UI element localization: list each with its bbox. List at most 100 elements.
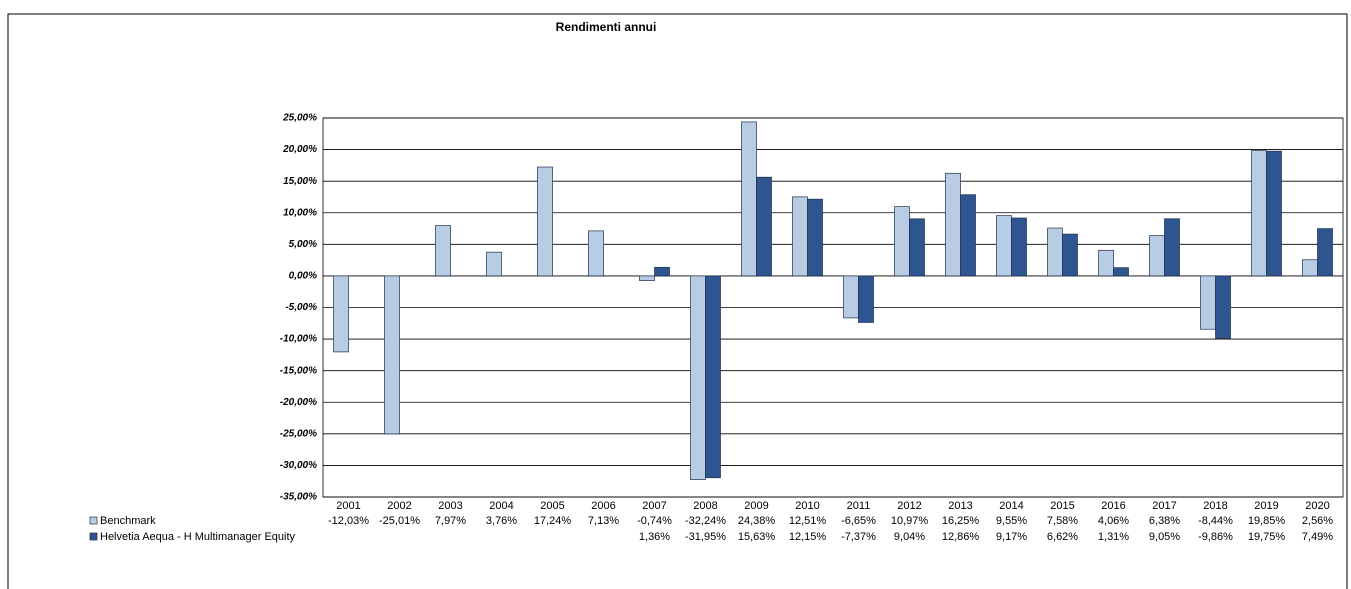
data-label: 17,24% — [534, 515, 572, 527]
data-label: -0,74% — [637, 515, 672, 527]
data-label: 9,05% — [1149, 531, 1180, 543]
x-tick-label: 2020 — [1305, 500, 1329, 512]
legend-swatch — [89, 516, 98, 525]
bar — [1266, 150, 1282, 277]
bar — [1047, 227, 1063, 277]
data-label: 12,51% — [789, 515, 827, 527]
bar — [486, 251, 502, 277]
x-tick-label: 2008 — [693, 500, 717, 512]
data-label: -7,37% — [841, 531, 876, 543]
x-tick-label: 2012 — [897, 500, 921, 512]
data-label: 4,06% — [1098, 515, 1129, 527]
y-tick-label: -25,00% — [280, 428, 317, 439]
y-tick-label: -10,00% — [280, 334, 317, 345]
legend-label: Benchmark — [100, 515, 156, 527]
data-label: -31,95% — [685, 531, 726, 543]
y-tick-label: 15,00% — [283, 176, 317, 187]
bar — [843, 275, 859, 319]
data-label: 10,97% — [891, 515, 929, 527]
y-tick-label: 5,00% — [289, 239, 317, 250]
x-tick-label: 2001 — [336, 500, 360, 512]
data-label: -9,86% — [1198, 531, 1233, 543]
bar — [1200, 275, 1216, 330]
data-label: 3,76% — [486, 515, 517, 527]
bar — [909, 218, 925, 277]
chart-frame — [7, 13, 1348, 589]
data-label: 2,56% — [1302, 515, 1333, 527]
x-tick-label: 2009 — [744, 500, 768, 512]
bar — [756, 176, 772, 277]
data-label: 6,62% — [1047, 531, 1078, 543]
bar — [1317, 228, 1333, 277]
data-label: 7,97% — [435, 515, 466, 527]
bar — [1011, 217, 1027, 277]
bar — [1113, 267, 1129, 277]
data-label: 16,25% — [942, 515, 980, 527]
bar — [1149, 235, 1165, 277]
bar — [1098, 249, 1114, 277]
bar — [384, 275, 400, 435]
bar — [996, 215, 1012, 277]
x-tick-label: 2002 — [387, 500, 411, 512]
bar — [588, 230, 604, 277]
x-tick-label: 2015 — [1050, 500, 1074, 512]
legend-label: Helvetia Aequa - H Multimanager Equity — [100, 531, 296, 543]
data-label: 19,85% — [1248, 515, 1286, 527]
x-tick-label: 2017 — [1152, 500, 1176, 512]
bar — [894, 206, 910, 277]
data-label: 24,38% — [738, 515, 776, 527]
y-tick-label: -30,00% — [280, 460, 317, 471]
x-tick-label: 2019 — [1254, 500, 1278, 512]
bar — [1215, 275, 1231, 339]
x-tick-label: 2016 — [1101, 500, 1125, 512]
y-tick-label: 0,00% — [289, 271, 317, 282]
bar — [639, 275, 655, 281]
data-label: -32,24% — [685, 515, 726, 527]
data-label: 7,49% — [1302, 531, 1333, 543]
x-tick-label: 2014 — [999, 500, 1023, 512]
data-label: 9,04% — [894, 531, 925, 543]
data-label: 15,63% — [738, 531, 776, 543]
bar — [1164, 218, 1180, 277]
bar — [741, 121, 757, 277]
bar — [792, 196, 808, 277]
bar — [1062, 233, 1078, 277]
data-label: 6,38% — [1149, 515, 1180, 527]
data-label: 12,86% — [942, 531, 980, 543]
x-tick-label: 2007 — [642, 500, 666, 512]
data-label: 7,13% — [588, 515, 619, 527]
bar — [858, 275, 874, 323]
data-label: 1,31% — [1098, 531, 1129, 543]
y-tick-label: 10,00% — [283, 207, 317, 218]
x-tick-label: 2006 — [591, 500, 615, 512]
x-tick-label: 2004 — [489, 500, 513, 512]
y-tick-label: 20,00% — [282, 144, 317, 155]
x-tick-label: 2003 — [438, 500, 462, 512]
data-label: -12,03% — [328, 515, 369, 527]
x-tick-label: 2013 — [948, 500, 972, 512]
chart-title: Rendimenti annui — [556, 20, 657, 34]
data-label: -6,65% — [841, 515, 876, 527]
data-label: 9,17% — [996, 531, 1027, 543]
bar — [654, 266, 670, 277]
y-tick-label: -15,00% — [280, 365, 317, 376]
bar — [945, 172, 961, 277]
bar — [690, 275, 706, 480]
bar — [807, 198, 823, 277]
bar — [333, 275, 349, 353]
x-tick-label: 2018 — [1203, 500, 1227, 512]
data-label: -8,44% — [1198, 515, 1233, 527]
bar — [537, 166, 553, 277]
data-label: 1,36% — [639, 531, 670, 543]
x-tick-label: 2010 — [795, 500, 819, 512]
data-label: -25,01% — [379, 515, 420, 527]
data-label: 9,55% — [996, 515, 1027, 527]
data-label: 7,58% — [1047, 515, 1078, 527]
bar — [1251, 150, 1267, 277]
bar — [705, 275, 721, 479]
y-tick-label: -20,00% — [280, 397, 317, 408]
y-tick-label: 25,00% — [282, 113, 317, 124]
y-tick-label: -5,00% — [285, 302, 317, 313]
